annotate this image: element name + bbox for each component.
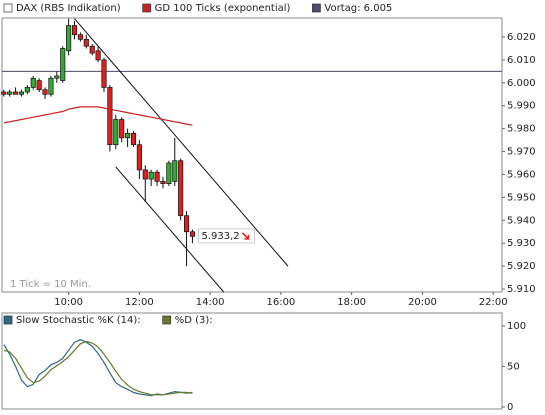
x-tick-label: 12:00 — [125, 297, 154, 308]
x-tick-label: 10:00 — [54, 297, 83, 308]
stochastic-line — [3, 339, 193, 397]
candle-body — [60, 48, 66, 81]
legend-swatch — [312, 3, 321, 13]
trend-line — [74, 18, 289, 267]
y-tick-label: 5.910 — [507, 284, 536, 295]
candle-body — [107, 87, 113, 146]
candle-body — [189, 231, 195, 237]
y-tick-label: 6.020 — [507, 32, 536, 43]
candle-body — [66, 25, 72, 52]
candle-body — [136, 144, 142, 171]
candle-body — [148, 171, 154, 180]
plot-frame — [1, 17, 503, 293]
candle-body — [113, 119, 119, 146]
candle-body — [1, 91, 7, 95]
candle-body — [130, 132, 137, 146]
y-tick-label: 6.000 — [507, 78, 536, 89]
x-tick-label: 18:00 — [337, 297, 366, 308]
candle-body — [154, 171, 160, 182]
candle-body — [30, 77, 36, 88]
y-tick-label: 5.940 — [507, 215, 536, 226]
candle-body — [95, 50, 101, 61]
candle-body — [13, 91, 19, 95]
legend-label: %D (3): — [175, 315, 213, 326]
candle-body — [160, 180, 166, 184]
candle-body — [54, 75, 60, 79]
y-tick-label: 5.920 — [507, 261, 536, 272]
y-tick-label: 6.010 — [507, 55, 536, 66]
candle-body — [172, 160, 178, 182]
legend-label: GD 100 Ticks (exponential) — [155, 3, 291, 14]
y-tick-label: 0 — [507, 402, 513, 413]
candle-body — [48, 77, 54, 95]
candle-body — [7, 91, 13, 95]
moving-average-line — [3, 106, 193, 126]
candle-body — [166, 162, 172, 184]
y-tick-label: 50 — [507, 361, 520, 372]
candle-body — [24, 87, 30, 93]
candle-body — [125, 132, 131, 139]
candle-body — [184, 215, 190, 233]
candle-body — [71, 25, 78, 36]
candle-body — [142, 169, 148, 180]
candle-body — [89, 45, 95, 54]
legend-label: DAX (RBS Indikation) — [16, 3, 121, 14]
y-tick-label: 5.970 — [507, 147, 536, 158]
legend-label: Vortag: 6.005 — [324, 3, 392, 14]
candle-body — [101, 59, 107, 88]
last-price-label: 5.933,2 — [201, 231, 239, 242]
last-price-box — [197, 228, 255, 244]
y-tick-label: 5.990 — [507, 101, 536, 112]
trend-line — [115, 166, 225, 293]
x-tick-label: 22:00 — [479, 297, 508, 308]
down-arrow-icon — [241, 232, 250, 240]
candle-body — [42, 89, 48, 95]
legend-swatch — [3, 315, 13, 325]
y-tick-label: 5.980 — [507, 124, 536, 135]
legend-swatch — [3, 3, 13, 13]
legend-swatch — [162, 315, 172, 325]
stochastic-line — [3, 340, 193, 396]
y-tick-label: 5.930 — [507, 238, 536, 249]
y-tick-label: 5.960 — [507, 169, 536, 180]
y-tick-label: 5.950 — [507, 192, 536, 203]
candle-body — [83, 38, 89, 47]
x-tick-label: 20:00 — [408, 297, 437, 308]
candle-body — [77, 34, 83, 40]
x-tick-label: 16:00 — [266, 297, 295, 308]
candle-body — [178, 160, 184, 217]
legend-label: Slow Stochastic %K (14): — [16, 315, 141, 326]
candle-body — [119, 119, 125, 139]
note: 1 Tick = 10 Min. — [10, 279, 91, 290]
y-tick-label: 100 — [507, 321, 526, 332]
legend-swatch — [142, 3, 152, 13]
candle-body — [36, 80, 42, 91]
x-tick-label: 14:00 — [196, 297, 225, 308]
candle-body — [18, 91, 25, 95]
plot-frame — [1, 312, 503, 410]
